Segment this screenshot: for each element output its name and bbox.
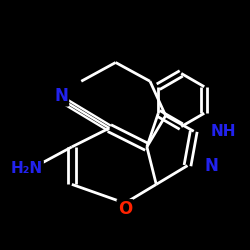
Text: NH: NH (211, 124, 236, 139)
Text: H₂N: H₂N (10, 161, 42, 176)
Text: O: O (118, 200, 132, 218)
Text: N: N (54, 87, 68, 105)
Text: N: N (205, 156, 218, 174)
